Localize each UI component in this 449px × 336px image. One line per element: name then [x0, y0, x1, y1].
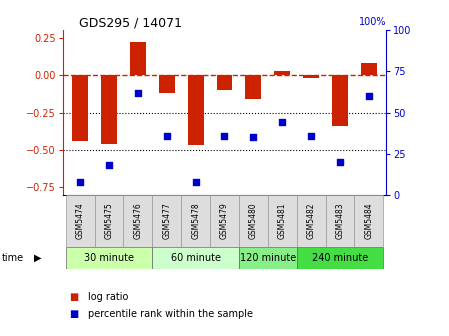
Point [308, 133, 315, 138]
Text: GSM5476: GSM5476 [133, 203, 142, 239]
Point [106, 163, 113, 168]
Text: ▶: ▶ [34, 253, 41, 263]
Point [279, 120, 286, 125]
Bar [303, 75, 319, 78]
Bar [152, 247, 239, 269]
Bar [297, 247, 383, 269]
Text: log ratio: log ratio [88, 292, 128, 302]
Text: GSM5477: GSM5477 [162, 203, 171, 239]
Text: ■: ■ [70, 292, 79, 302]
Text: 100%: 100% [359, 17, 386, 27]
Bar [246, 75, 261, 99]
Bar [152, 195, 181, 247]
Text: 240 minute: 240 minute [312, 253, 368, 263]
Point [365, 93, 372, 99]
Bar [326, 195, 354, 247]
Text: GDS295 / 14071: GDS295 / 14071 [79, 16, 182, 29]
Bar [361, 63, 377, 75]
Bar [297, 195, 326, 247]
Text: GSM5481: GSM5481 [278, 203, 287, 239]
Text: ■: ■ [70, 309, 79, 319]
Bar [354, 195, 383, 247]
Point [163, 133, 170, 138]
Bar [216, 75, 233, 90]
Bar [239, 195, 268, 247]
Text: 120 minute: 120 minute [240, 253, 296, 263]
Point [77, 179, 84, 184]
Bar [274, 71, 290, 75]
Text: GSM5478: GSM5478 [191, 203, 200, 239]
Bar [95, 195, 123, 247]
Bar [188, 75, 203, 145]
Point [250, 135, 257, 140]
Bar [72, 75, 88, 141]
Bar [66, 195, 95, 247]
Bar [268, 195, 297, 247]
Text: time: time [2, 253, 24, 263]
Point [192, 179, 199, 184]
Text: 30 minute: 30 minute [84, 253, 134, 263]
Text: percentile rank within the sample: percentile rank within the sample [88, 309, 252, 319]
Text: GSM5484: GSM5484 [364, 203, 373, 239]
Bar [159, 75, 175, 93]
Bar [210, 195, 239, 247]
Text: GSM5479: GSM5479 [220, 203, 229, 239]
Text: GSM5474: GSM5474 [76, 203, 85, 239]
Text: GSM5475: GSM5475 [105, 203, 114, 239]
Bar [239, 247, 297, 269]
Text: GSM5480: GSM5480 [249, 203, 258, 239]
Bar [66, 247, 152, 269]
Bar [181, 195, 210, 247]
Text: GSM5483: GSM5483 [335, 203, 344, 239]
Bar [123, 195, 152, 247]
Point [336, 159, 343, 165]
Point [221, 133, 228, 138]
Point [134, 90, 141, 95]
Bar [130, 42, 146, 75]
Text: 60 minute: 60 minute [171, 253, 220, 263]
Bar [332, 75, 348, 126]
Text: GSM5482: GSM5482 [307, 203, 316, 239]
Bar [101, 75, 117, 144]
